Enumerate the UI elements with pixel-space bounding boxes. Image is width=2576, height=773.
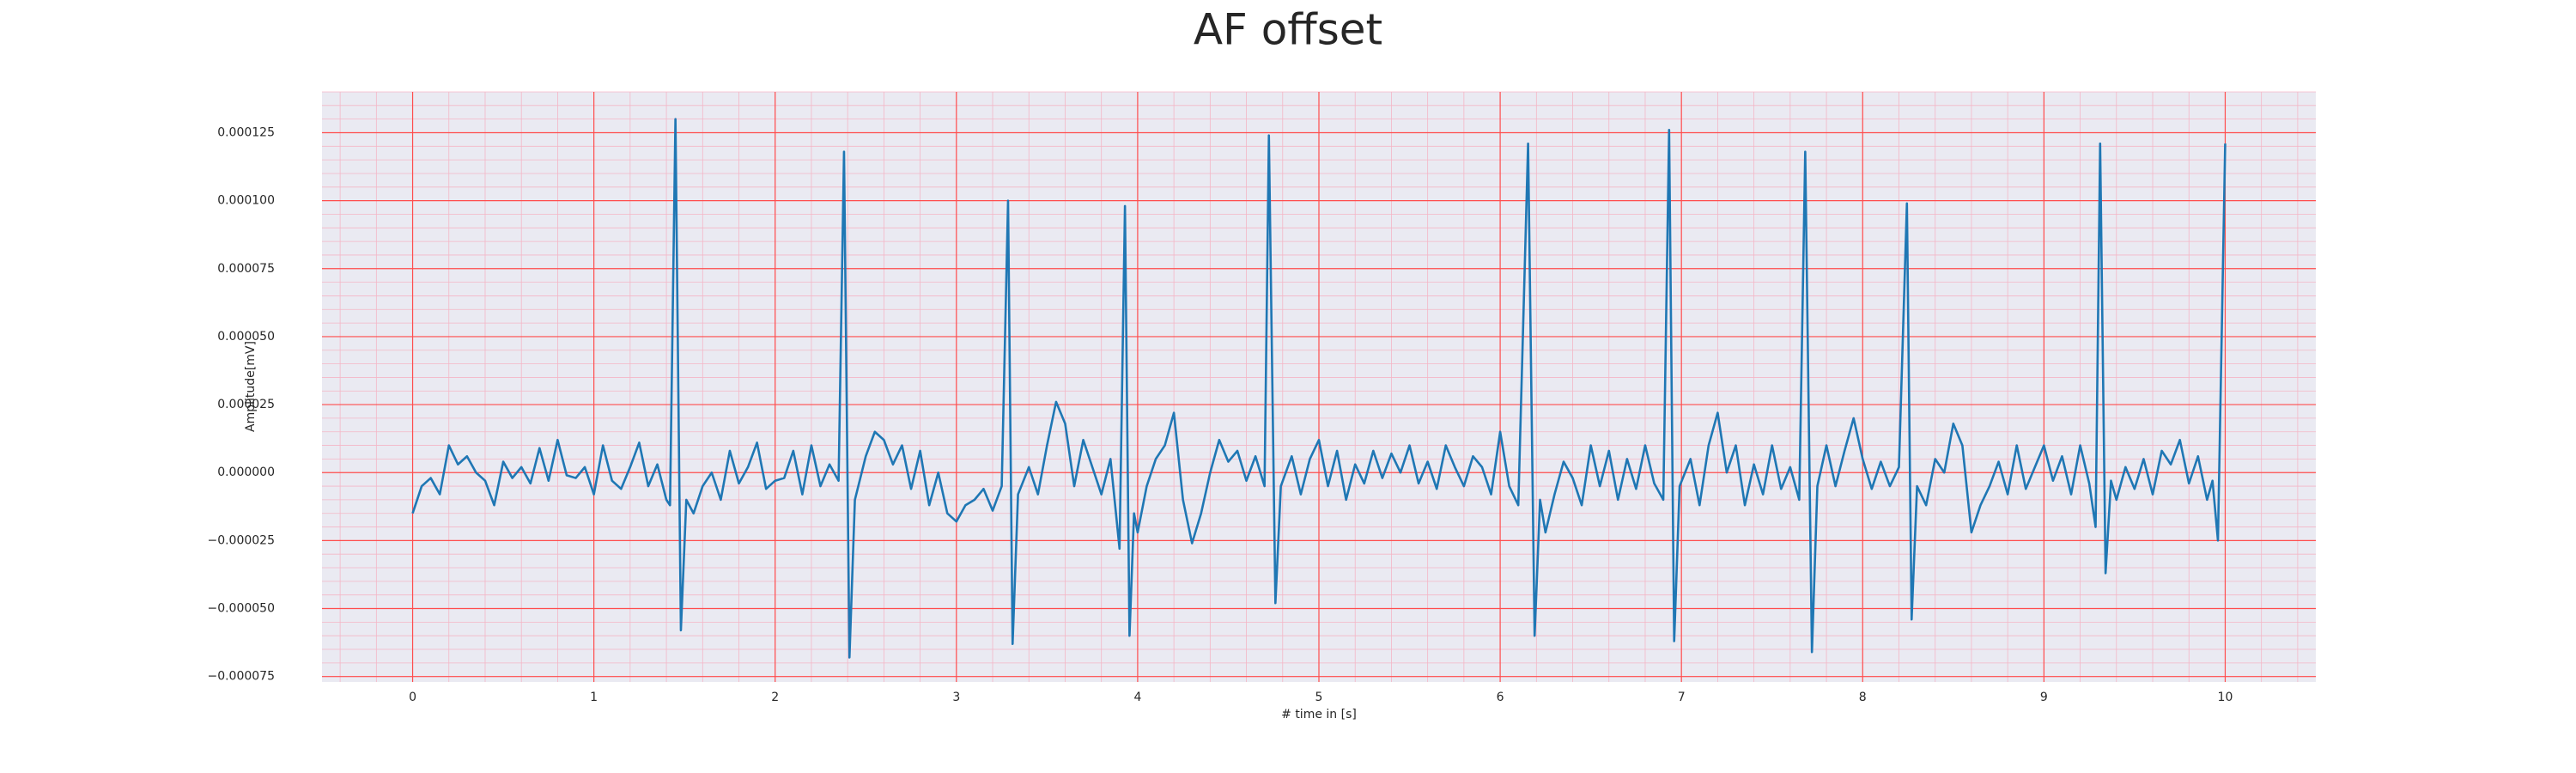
x-tick-label: 4 [1133, 691, 1141, 704]
x-tick-label: 1 [590, 691, 598, 704]
x-tick-label: 0 [409, 691, 416, 704]
x-tick-label: 8 [1859, 691, 1867, 704]
y-tick-label: 0.000050 [217, 330, 275, 344]
chart-title: AF offset [1194, 5, 1382, 55]
y-tick-label: 0.000100 [217, 194, 275, 208]
x-tick-label: 2 [771, 691, 779, 704]
y-tick-label: 0.000125 [217, 125, 275, 139]
x-axis-label: # time in [s] [1281, 708, 1357, 721]
y-tick-label: −0.000025 [207, 533, 275, 547]
x-tick-label: 7 [1678, 691, 1686, 704]
y-tick-label: 0.000025 [217, 398, 275, 411]
data-line [411, 118, 2227, 659]
y-tick-label: 0.000075 [217, 262, 275, 276]
x-tick-label: 10 [2218, 691, 2233, 704]
x-tick-label: 3 [952, 691, 960, 704]
x-tick-label: 9 [2040, 691, 2048, 704]
y-axis-label: Amplitude[mV] [244, 341, 258, 432]
y-tick-label: −0.000075 [207, 670, 275, 684]
y-tick-label: −0.000050 [207, 602, 275, 616]
y-tick-label: 0.000000 [217, 466, 275, 479]
x-tick-label: 5 [1315, 691, 1323, 704]
x-tick-label: 6 [1497, 691, 1504, 704]
